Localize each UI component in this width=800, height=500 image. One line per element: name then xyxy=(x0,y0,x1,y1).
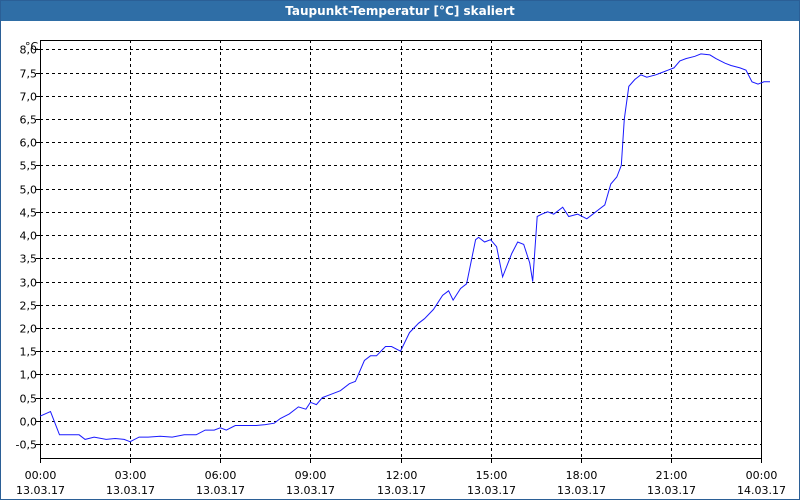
x-tick-time: 06:00 xyxy=(205,469,237,482)
x-tick-time: 03:00 xyxy=(115,469,147,482)
y-tick-label: -0,5 xyxy=(16,439,37,452)
y-tick-label: 7,5 xyxy=(20,68,38,81)
y-tick-label: 4,5 xyxy=(20,207,38,220)
x-tick-time: 21:00 xyxy=(656,469,688,482)
x-tick-time: 00:00 xyxy=(25,469,57,482)
y-tick-label: 1,5 xyxy=(20,346,38,359)
x-tick-date: 13.03.17 xyxy=(16,484,65,497)
x-tick-date: 13.03.17 xyxy=(106,484,155,497)
y-tick-label: 3,5 xyxy=(20,253,38,266)
y-axis: 8,0 7,5 7,0 6,5 6,0 5,5 5,0 4,5 4,0 3,5 3,0 2,5 2,0 1… xyxy=(16,44,40,452)
y-tick-label: 0,0 xyxy=(20,416,38,429)
x-tick-time: 18:00 xyxy=(566,469,598,482)
y-tick-label: 7,0 xyxy=(20,91,38,104)
x-tick-time: 09:00 xyxy=(295,469,327,482)
grid xyxy=(40,40,761,458)
series-line xyxy=(39,53,770,443)
y-tick-label: 1,0 xyxy=(20,369,38,382)
x-tick-date: 13.03.17 xyxy=(196,484,245,497)
y-tick-label: 8,0 xyxy=(20,44,38,57)
x-tick-time: 12:00 xyxy=(386,469,418,482)
y-tick-label: 2,5 xyxy=(20,300,38,313)
x-tick-time: 00:00 xyxy=(746,469,778,482)
x-tick-date: 13.03.17 xyxy=(647,484,696,497)
y-tick-label: 5,5 xyxy=(20,160,38,173)
x-tick-date: 13.03.17 xyxy=(467,484,516,497)
y-tick-label: 0,5 xyxy=(20,393,38,406)
x-tick-time: 15:00 xyxy=(476,469,508,482)
x-tick-date: 14.03.17 xyxy=(737,484,786,497)
y-tick-label: 6,5 xyxy=(20,114,38,127)
y-tick-label: 3,0 xyxy=(20,277,38,290)
x-tick-date: 13.03.17 xyxy=(557,484,606,497)
y-tick-label: 4,0 xyxy=(20,230,38,243)
y-tick-label: 6,0 xyxy=(20,137,38,150)
y-tick-label: 5,0 xyxy=(20,184,38,197)
x-axis: 00:00 13.03.17 03:00 13.03.17 06:00 13.03.17 0… xyxy=(16,458,786,497)
x-tick-date: 13.03.17 xyxy=(286,484,335,497)
chart-title: Taupunkt-Temperatur [°C] skaliert xyxy=(1,1,799,21)
x-tick-date: 13.03.17 xyxy=(377,484,426,497)
y-tick-label: 2,0 xyxy=(20,323,38,336)
y-axis-unit: °C xyxy=(25,40,39,53)
